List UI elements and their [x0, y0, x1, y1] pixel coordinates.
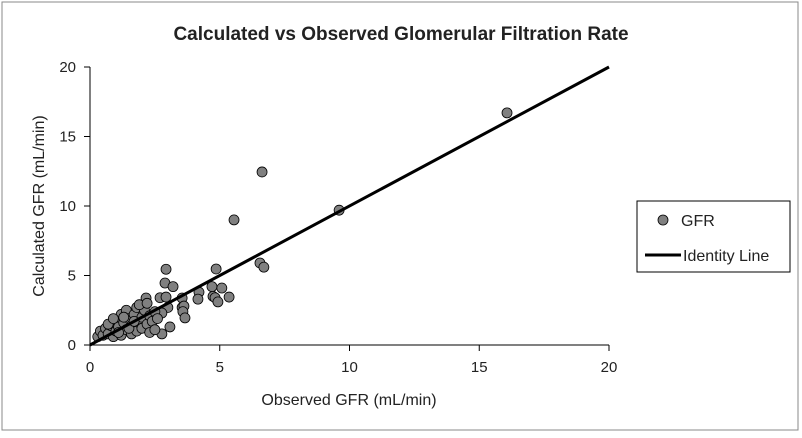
legend-box — [636, 200, 791, 273]
legend-label-gfr: GFR — [681, 213, 715, 230]
data-point — [223, 291, 235, 303]
y-tick-label: 5 — [68, 268, 76, 285]
axis-ticks: 0 5 10 15 20 0 5 10 15 20 — [59, 59, 617, 376]
chart-title: Calculated vs Observed Glomerular Filtra… — [173, 24, 628, 45]
y-tick-label: 20 — [59, 59, 76, 76]
data-point — [228, 214, 240, 226]
data-point — [216, 282, 228, 294]
data-point — [152, 313, 163, 324]
x-tick-label: 10 — [341, 359, 358, 376]
data-point — [179, 312, 191, 324]
x-tick-label: 5 — [216, 359, 224, 376]
y-tick-label: 0 — [68, 337, 76, 354]
data-points — [92, 107, 513, 343]
x-tick-label: 15 — [471, 359, 488, 376]
data-point — [212, 296, 224, 308]
legend: GFR Identity Line — [636, 200, 791, 273]
data-point — [164, 321, 176, 333]
data-point — [160, 263, 172, 275]
x-tick-label: 0 — [86, 359, 94, 376]
data-point — [167, 281, 179, 293]
data-point — [141, 297, 153, 309]
data-point — [192, 293, 204, 305]
data-point — [501, 107, 513, 119]
data-point — [118, 311, 130, 323]
legend-label-identity: Identity Line — [683, 248, 769, 265]
data-point — [149, 324, 161, 336]
y-axis-label: Calculated GFR (mL/min) — [31, 115, 48, 296]
data-point — [256, 166, 268, 178]
data-point — [258, 261, 270, 273]
x-tick-label: 20 — [601, 359, 618, 376]
data-point — [210, 263, 222, 275]
data-point — [160, 291, 172, 303]
data-point — [107, 313, 119, 324]
y-tick-label: 15 — [59, 129, 76, 146]
identity-line — [89, 65, 610, 347]
x-axis-label: Observed GFR (mL/min) — [261, 392, 436, 409]
y-tick-label: 10 — [59, 198, 76, 215]
legend-marker-gfr — [657, 214, 669, 226]
